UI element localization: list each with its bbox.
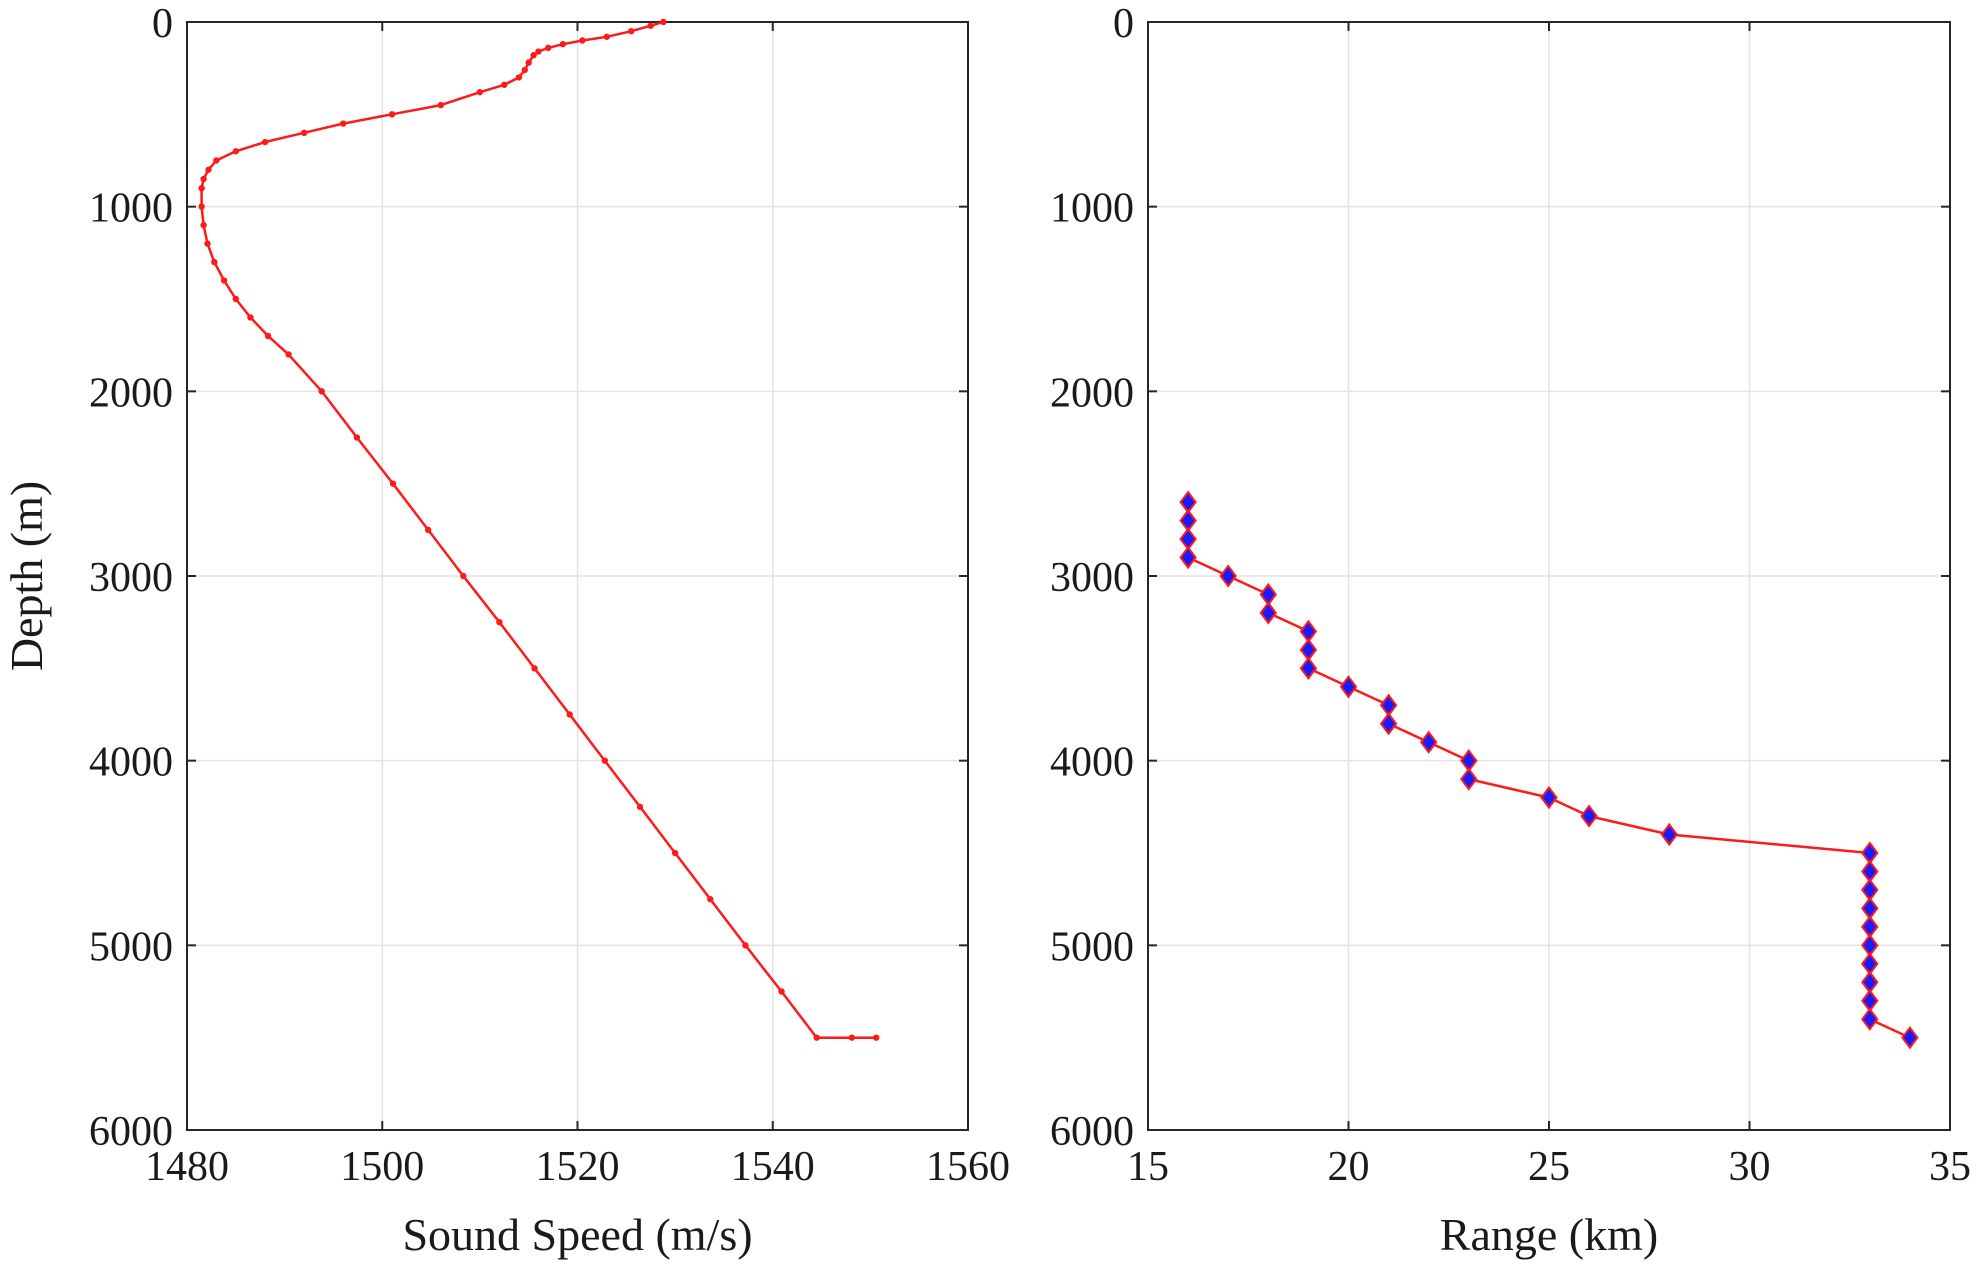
y-tick-label: 0	[152, 1, 173, 47]
data-point	[200, 221, 207, 229]
data-point	[205, 166, 212, 173]
x-axis-label: Sound Speed (m/s)	[402, 1209, 752, 1260]
x-tick-label: 1520	[536, 1144, 620, 1190]
data-point	[261, 138, 269, 146]
data-point	[603, 33, 610, 40]
data-point	[1379, 712, 1398, 736]
x-tick-label: 15	[1127, 1144, 1169, 1190]
data-point	[232, 148, 240, 155]
x-tick-label: 25	[1528, 1144, 1570, 1190]
data-point	[627, 28, 635, 35]
data-point	[1660, 822, 1679, 847]
data-point	[1219, 564, 1237, 588]
data-point	[198, 185, 205, 192]
data-point	[1901, 1025, 1919, 1050]
data-point	[211, 258, 218, 266]
data-point	[521, 66, 528, 74]
data-point	[525, 59, 532, 66]
data-point	[1460, 767, 1478, 791]
data-point	[437, 101, 445, 109]
data-point	[778, 988, 785, 995]
x-tick-label: 1560	[926, 1144, 1010, 1190]
y-tick-label: 1000	[1050, 186, 1134, 232]
y-tick-label: 0	[1113, 1, 1134, 47]
data-point	[1861, 1007, 1879, 1031]
data-point	[535, 48, 542, 55]
x-tick-label: 1500	[340, 1144, 424, 1190]
data-point	[531, 665, 538, 672]
data-point	[636, 803, 644, 811]
data-point	[476, 88, 484, 96]
data-point	[566, 711, 573, 718]
y-tick-label: 6000	[89, 1109, 173, 1155]
data-point	[1179, 545, 1197, 570]
y-tick-label: 4000	[1050, 740, 1134, 786]
data-point	[660, 18, 667, 26]
y-tick-label: 3000	[1050, 555, 1134, 601]
y-tick-label: 1000	[89, 186, 173, 232]
data-point	[1339, 675, 1358, 699]
data-point	[647, 22, 654, 29]
data-point	[1419, 730, 1438, 754]
y-tick-label: 2000	[89, 370, 173, 416]
data-point	[424, 526, 432, 534]
data-point	[671, 849, 679, 857]
data-point	[213, 157, 220, 164]
data-point	[318, 388, 325, 395]
data-point	[1580, 804, 1598, 828]
data-point	[389, 480, 397, 487]
data-point	[813, 1034, 820, 1041]
data-point	[204, 240, 211, 247]
y-tick-label: 3000	[89, 555, 173, 601]
data-point	[200, 175, 207, 183]
data-point	[496, 618, 503, 626]
data-point	[300, 129, 308, 136]
data-point	[501, 81, 508, 88]
data-point	[388, 111, 396, 118]
data-point	[1299, 656, 1318, 680]
y-tick-label: 4000	[89, 740, 173, 786]
x-tick-label: 20	[1328, 1144, 1370, 1190]
data-point	[515, 74, 523, 81]
data-point	[198, 203, 205, 210]
data-point	[848, 1034, 856, 1041]
data-point	[460, 572, 467, 580]
range-depth-panel: 15 20 25 30 35 0 1000 2000 3000 4000 5000 6000 Range…	[1050, 1, 1971, 1260]
y-tick-label: 5000	[1050, 924, 1134, 970]
y-tick-label: 5000	[89, 924, 173, 970]
data-point	[707, 895, 714, 903]
data-point	[264, 332, 272, 340]
x-axis-label: Range (km)	[1440, 1209, 1658, 1260]
data-point	[1259, 601, 1278, 625]
data-point	[545, 44, 552, 52]
y-axis-label: Depth (m)	[1, 481, 52, 671]
data-point	[873, 1034, 880, 1041]
series-line	[200, 20, 877, 1039]
data-point	[530, 52, 537, 59]
data-point	[601, 757, 609, 764]
data-point	[559, 40, 567, 48]
data-point	[579, 37, 586, 44]
data-point	[247, 314, 254, 321]
x-tick-label: 35	[1929, 1144, 1971, 1190]
y-tick-label: 2000	[1050, 370, 1134, 416]
x-tick-label: 1480	[145, 1144, 229, 1190]
y-tick-label: 6000	[1050, 1109, 1134, 1155]
sound-speed-profile-panel: 1480 1500 1520 1540 1560 0 1000 2000 3000 4000 500…	[1, 1, 1010, 1260]
x-tick-label: 1540	[731, 1144, 815, 1190]
data-point	[285, 351, 292, 358]
data-point	[220, 277, 228, 284]
data-point	[340, 120, 347, 127]
x-tick-label: 30	[1729, 1144, 1771, 1190]
data-point	[1540, 785, 1558, 810]
data-point	[353, 434, 361, 441]
data-point	[232, 295, 240, 303]
data-point	[742, 942, 749, 949]
